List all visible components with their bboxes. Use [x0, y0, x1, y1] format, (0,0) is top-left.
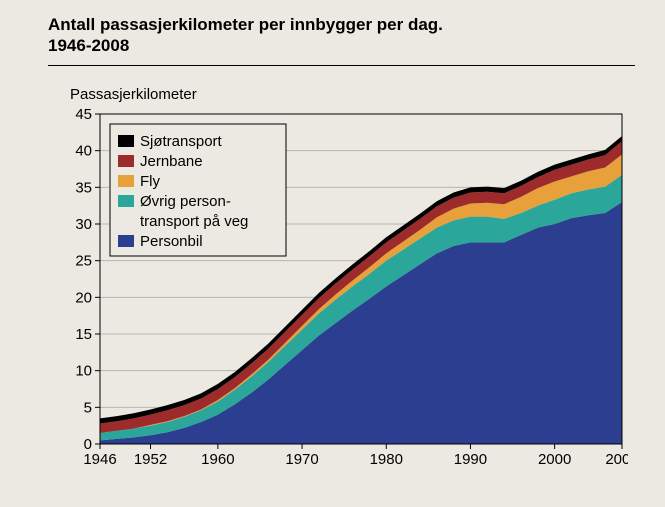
svg-text:2000: 2000 — [538, 451, 571, 468]
y-ticks: 051015202530354045 — [75, 108, 100, 453]
svg-text:10: 10 — [75, 363, 92, 380]
svg-text:1946: 1946 — [83, 451, 116, 468]
chart-container: Antall passasjerkilometer per innbygger … — [0, 0, 665, 507]
svg-text:1990: 1990 — [454, 451, 487, 468]
svg-text:1952: 1952 — [134, 451, 167, 468]
svg-text:1960: 1960 — [201, 451, 234, 468]
legend-label-sjotransport: Sjøtransport — [140, 133, 223, 150]
svg-text:30: 30 — [75, 216, 92, 233]
y-axis-title: Passasjerkilometer — [70, 86, 197, 103]
legend-swatch-personbil — [118, 235, 134, 247]
svg-text:1970: 1970 — [285, 451, 318, 468]
legend-label-personbil: Personbil — [140, 233, 203, 250]
legend-swatch-ovrig — [118, 195, 134, 207]
legend-label-fly: Fly — [140, 173, 160, 190]
svg-text:2008: 2008 — [605, 451, 628, 468]
svg-text:25: 25 — [75, 253, 92, 270]
legend-swatch-fly — [118, 175, 134, 187]
legend-label-ovrig-2: transport på veg — [140, 213, 248, 230]
chart-plot: 051015202530354045 194619521960197019801… — [68, 108, 628, 468]
title-block: Antall passasjerkilometer per innbygger … — [48, 14, 635, 66]
legend-swatch-sjotransport — [118, 135, 134, 147]
svg-text:35: 35 — [75, 179, 92, 196]
svg-text:45: 45 — [75, 108, 92, 123]
svg-text:5: 5 — [84, 399, 92, 416]
x-ticks: 1946 1952 1960 1970 1980 1990 2000 2008 — [83, 444, 628, 468]
legend-label-ovrig: Øvrig person- — [140, 193, 231, 210]
legend-label-jernbane: Jernbane — [140, 153, 203, 170]
chart-title-line2: 1946-2008 — [48, 35, 635, 56]
svg-text:1980: 1980 — [370, 451, 403, 468]
legend: Sjøtransport Jernbane Fly Øvrig person-tran… — [110, 124, 286, 256]
svg-text:15: 15 — [75, 326, 92, 343]
svg-text:20: 20 — [75, 289, 92, 306]
svg-text:40: 40 — [75, 143, 92, 160]
chart-title-line1: Antall passasjerkilometer per innbygger … — [48, 14, 635, 35]
title-rule — [48, 65, 635, 66]
legend-swatch-jernbane — [118, 155, 134, 167]
